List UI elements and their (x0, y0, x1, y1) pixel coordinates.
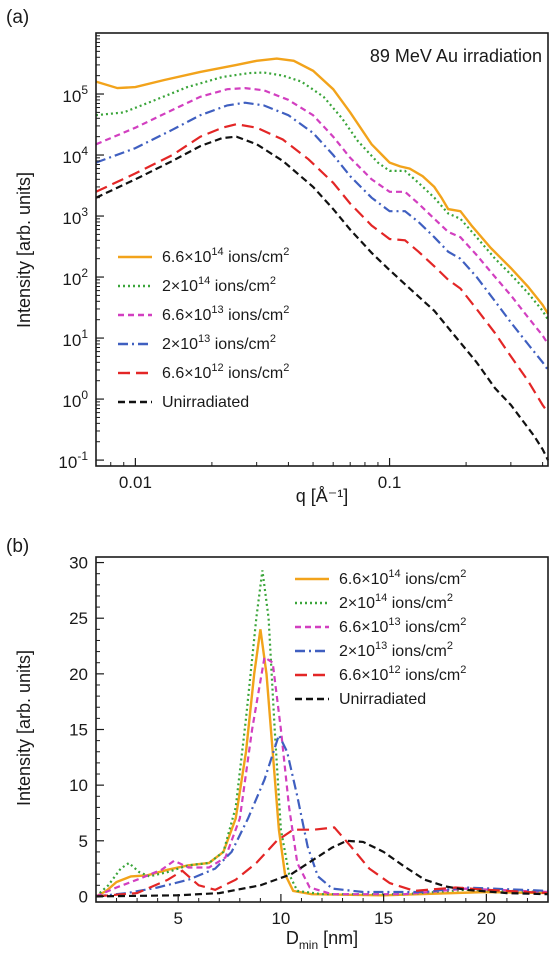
panel-b-series-0 (95, 629, 549, 898)
panel-a-ylabel: Intensity [arb. units] (14, 172, 34, 328)
panel-a-series-2 (95, 86, 549, 345)
panel-b-x-tick-label: 20 (477, 909, 496, 928)
panel-b-xlabel: Dmin [nm] (286, 928, 358, 952)
panel-a-y-tick-label: 101 (62, 327, 88, 350)
panel-b-y-tick-label: 10 (69, 776, 88, 795)
panel-a-legend-label-4: 6.6×1012 ions/cm2 (162, 362, 289, 382)
panel-a-x-tick-label: 0.1 (378, 473, 402, 492)
panel-b-x-tick-label: 10 (271, 909, 290, 928)
panel-a-y-tick-label: 100 (62, 388, 88, 411)
panel-a-y-tick-label: 105 (62, 83, 88, 106)
panel-b-y-tick-label: 20 (69, 665, 88, 684)
panel-a-legend-label-2: 6.6×1013 ions/cm2 (162, 304, 289, 324)
panel-b-legend-label-4: 6.6×1012 ions/cm2 (339, 664, 466, 684)
panel-a-series-0 (95, 57, 549, 315)
panel-a: (a) 0.01 0.1 10-1 100 101 102 103 104 105 89 MeV… (6, 7, 549, 506)
panel-b-series-5 (95, 839, 549, 898)
panel-a-y-tick-label: 104 (62, 144, 88, 167)
panel-b-legend-label-0: 6.6×1014 ions/cm2 (339, 568, 466, 588)
panel-a-series-1 (95, 71, 549, 321)
panel-a-y-tick-label: 102 (62, 266, 88, 289)
panel-b-x-tick-label: 15 (374, 909, 393, 928)
panel-b-legend-label-5: Unirradiated (339, 691, 426, 708)
panel-b-legend-label-1: 2×1014 ions/cm2 (339, 592, 453, 612)
panel-b-ylabel: Intensity [arb. units] (14, 650, 34, 806)
panel-b-series-2 (95, 655, 549, 898)
panel-a-legend-label-0: 6.6×1014 ions/cm2 (162, 246, 289, 266)
panel-a-y-tick-label: 10-1 (58, 449, 88, 472)
panel-a-legend-label-3: 2×1013 ions/cm2 (162, 333, 276, 353)
panel-b-legend: 6.6×1014 ions/cm2 2×1014 ions/cm2 6.6×1013… (295, 568, 466, 708)
panel-a-label: (a) (6, 7, 29, 28)
panel-b-y-tick-label: 25 (69, 609, 88, 628)
panel-a-frame (95, 32, 549, 467)
panel-a-series-5 (95, 135, 549, 461)
panel-a-annotation: 89 MeV Au irradiation (370, 46, 542, 66)
panel-b-y-tick-label: 5 (79, 832, 88, 851)
panel-a-legend-label-5: Unirradiated (162, 394, 249, 411)
panel-b-series-4 (95, 826, 549, 898)
panel-b-y-tick-label: 30 (69, 554, 88, 573)
panel-b-frame (95, 556, 549, 903)
panel-b-label: (b) (6, 536, 29, 557)
panel-a-series-3 (95, 101, 549, 371)
panel-a-xlabel: q [Å⁻¹] (296, 486, 349, 506)
panel-b-legend-label-2: 6.6×1013 ions/cm2 (339, 616, 466, 636)
panel-a-legend-label-1: 2×1014 ions/cm2 (162, 275, 276, 295)
panel-b-y-tick-label: 0 (79, 887, 88, 906)
panel-b-legend-label-3: 2×1013 ions/cm2 (339, 640, 453, 660)
panel-b-series-1 (95, 570, 549, 898)
panel-a-legend: 6.6×1014 ions/cm2 2×1014 ions/cm2 6.6×1013… (118, 246, 289, 411)
panel-a-x-tick-label: 0.01 (119, 473, 152, 492)
panel-b-y-tick-label: 15 (69, 721, 88, 740)
panel-b-series-3 (95, 732, 549, 898)
panel-b-x-tick-label: 5 (173, 909, 182, 928)
panel-a-y-tick-label: 103 (62, 205, 88, 228)
panel-b: (b) 5 10 15 20 0 5 10 15 20 25 30 Dmin [nm] Intens… (6, 536, 549, 952)
